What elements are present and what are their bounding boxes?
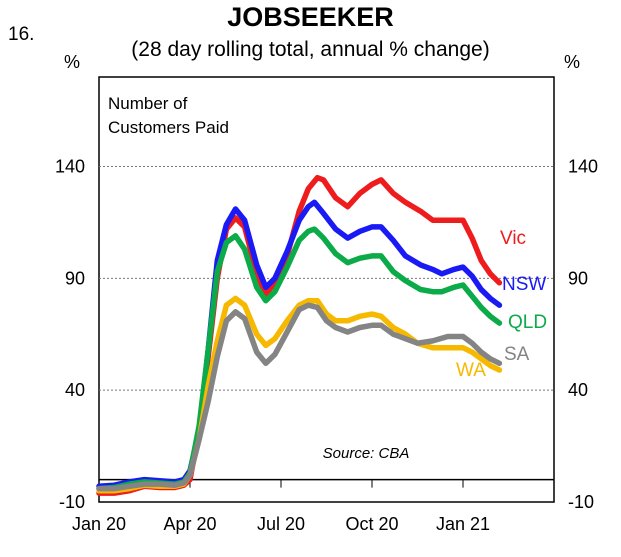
y-tick-left: 90: [65, 268, 85, 288]
series-label-wa: WA: [456, 360, 486, 381]
x-tick-label: Jan 21: [436, 514, 490, 534]
panel-label-line-2: Customers Paid: [108, 118, 229, 137]
chart-title: JOBSEEKER: [227, 2, 394, 32]
source-note: Source: CBA: [323, 445, 410, 462]
right-axis-unit: %: [564, 52, 581, 72]
panel-label-line-1: Number of: [108, 94, 188, 113]
y-tick-right: 40: [568, 380, 588, 400]
x-tick-label: Oct 20: [345, 514, 398, 534]
x-tick-label: Jul 20: [257, 514, 305, 534]
series-line-sa: [96, 302, 503, 492]
series-label-qld: QLD: [508, 312, 547, 333]
y-tick-left: -10: [59, 492, 85, 512]
x-tick-label: Jan 20: [72, 514, 126, 534]
left-axis-unit: %: [64, 52, 81, 72]
y-tick-right: -10: [568, 492, 594, 512]
series-label-vic: Vic: [500, 228, 526, 249]
y-tick-left: 40: [65, 380, 85, 400]
plot-frame: [98, 76, 555, 503]
y-tick-right: 140: [568, 156, 598, 176]
y-tick-right: 90: [568, 268, 588, 288]
chart-subtitle: (28 day rolling total, annual % change): [131, 38, 490, 61]
x-tick-label: Apr 20: [163, 514, 216, 534]
figure-number: 16.: [8, 24, 35, 45]
series-label-nsw: NSW: [502, 274, 546, 295]
series-label-sa: SA: [504, 344, 530, 365]
y-tick-left: 140: [55, 156, 85, 176]
